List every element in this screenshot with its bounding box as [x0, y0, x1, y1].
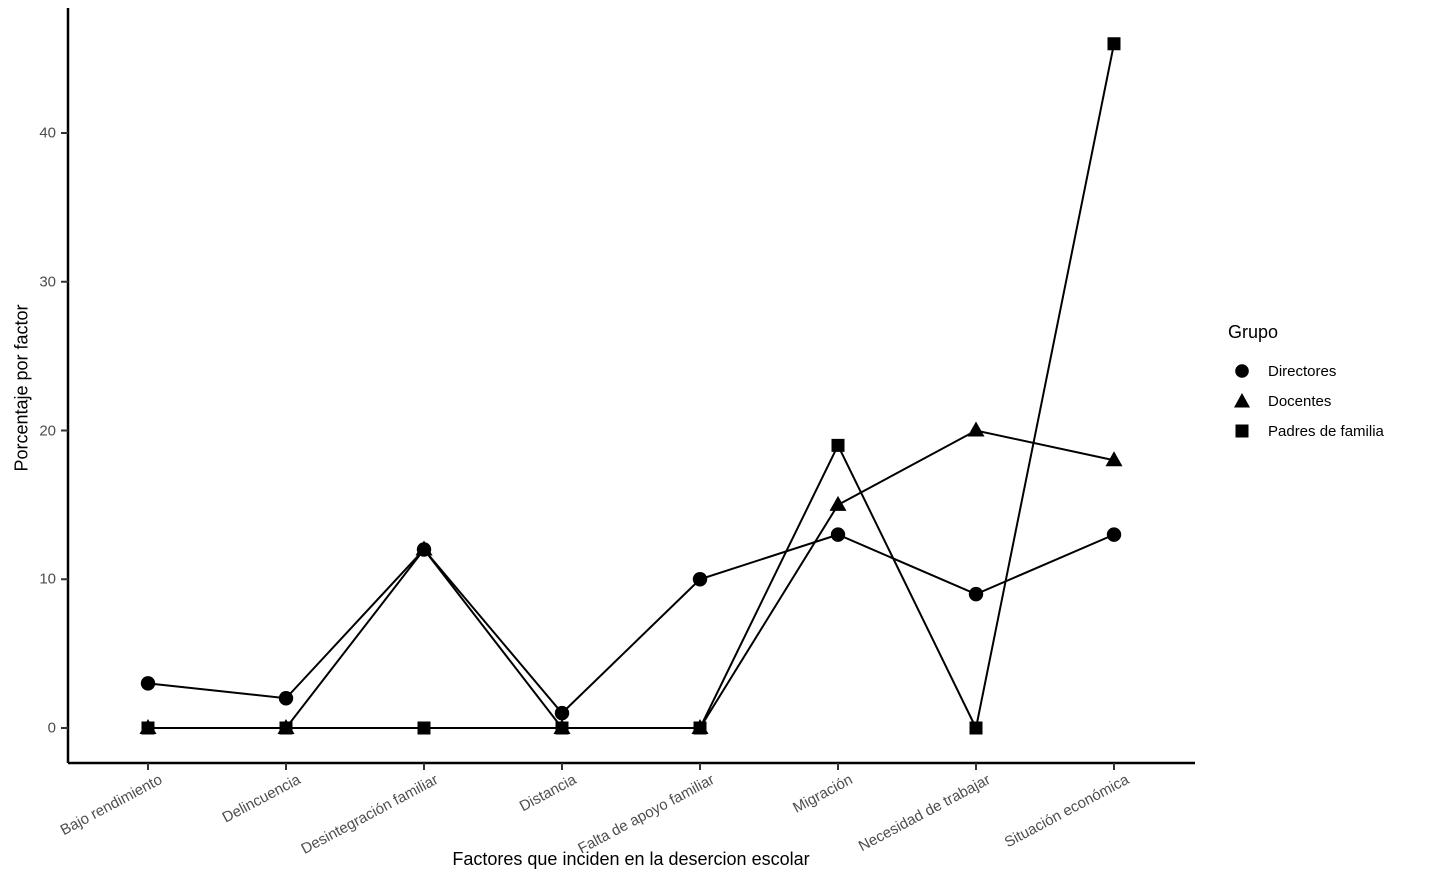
legend-label: Docentes — [1268, 392, 1332, 410]
y-tick-label: 20 — [39, 422, 56, 439]
y-tick-label: 40 — [39, 124, 56, 142]
data-point-docentes — [415, 540, 433, 556]
data-point-directores — [692, 572, 708, 587]
data-point-directores — [140, 676, 156, 691]
data-point-padres-de-familia — [969, 721, 983, 735]
legend-label: Padres de familia — [1268, 422, 1384, 440]
data-point-directores — [554, 705, 570, 721]
y-axis-title: Porcentaje por factor — [11, 304, 32, 472]
legend-label: Directores — [1268, 362, 1337, 380]
series-line-directores — [147, 533, 1115, 715]
y-tick-label: 10 — [39, 570, 56, 588]
data-point-padres-de-familia — [141, 721, 155, 735]
legend: Grupo Directores Docentes Padres de fami… — [1228, 322, 1384, 446]
data-point-docentes — [967, 421, 985, 437]
x-axis-title: Factores que inciden en la desercion esc… — [452, 849, 810, 869]
data-point-padres-de-familia — [279, 721, 293, 735]
series-line-docentes — [148, 429, 1115, 729]
data-point-padres-de-familia — [417, 721, 431, 735]
legend-item-padres-de-familia: Padres de familia — [1228, 416, 1384, 446]
y-tick-label: 30 — [39, 273, 56, 291]
data-point-docentes — [1105, 451, 1123, 467]
legend-item-docentes: Docentes — [1228, 386, 1384, 416]
series-line-padres-de-familia — [148, 43, 1115, 732]
data-point-padres-de-familia — [555, 721, 569, 735]
data-point-directores — [968, 586, 984, 602]
triangle-icon — [1232, 391, 1252, 411]
circle-icon — [1232, 361, 1252, 381]
data-point-docentes — [829, 495, 847, 511]
legend-item-directores: Directores — [1228, 356, 1384, 386]
data-point-directores — [278, 691, 294, 706]
legend-title: Grupo — [1228, 322, 1279, 342]
data-point-directores — [1106, 527, 1122, 542]
square-icon — [1232, 421, 1252, 441]
data-point-directores — [830, 527, 846, 542]
y-tick-label: 0 — [47, 719, 56, 737]
data-point-padres-de-familia — [693, 721, 707, 735]
data-point-padres-de-familia — [1107, 37, 1121, 51]
data-point-padres-de-familia — [831, 438, 845, 452]
